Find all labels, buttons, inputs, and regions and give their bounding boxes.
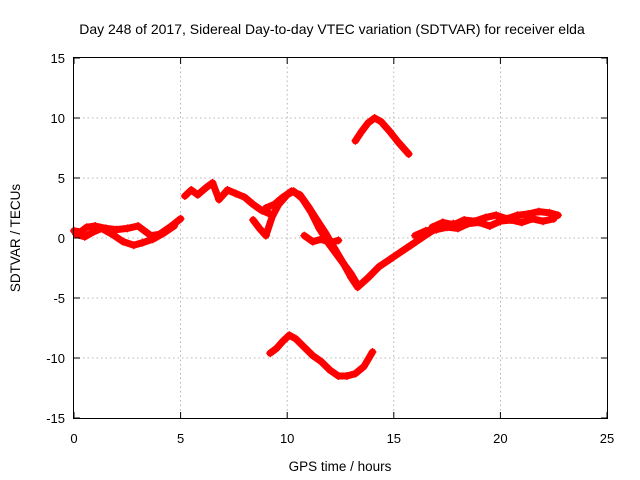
series-markers [411, 214, 558, 240]
series-line [181, 179, 274, 218]
x-tick-label: 20 [493, 431, 507, 446]
chart-title: Day 248 of 2017, Sidereal Day-to-day VTE… [79, 21, 585, 37]
y-tick-label: -5 [53, 291, 65, 306]
y-axis-label: SDTVAR / TECUs [8, 184, 23, 293]
x-tick-label: 25 [600, 431, 614, 446]
series-markers [351, 114, 413, 158]
series-markers [180, 178, 275, 218]
series-markers [266, 331, 377, 380]
y-tick-label: 15 [51, 51, 65, 66]
series-arc-f [300, 231, 343, 247]
data-series-group [70, 114, 562, 380]
series-line [351, 114, 413, 158]
series-markers [300, 231, 343, 247]
series-arc-b [72, 222, 179, 250]
series-arc-e [261, 187, 458, 292]
series-arc-h [411, 214, 558, 240]
y-tick-label: 5 [58, 171, 65, 186]
y-tick-label: 0 [58, 231, 65, 246]
series-markers [72, 222, 179, 250]
y-tick-label: 10 [51, 111, 65, 126]
plot-frame [73, 57, 608, 419]
axis-ticks: 0 5 10 15 20 25 -15 -10 -5 0 5 10 15 [46, 51, 614, 446]
series-line [262, 187, 457, 291]
series-arc-c [180, 178, 275, 218]
series-markers [261, 187, 458, 292]
y-tick-label: -15 [46, 411, 65, 426]
x-tick-label: 15 [387, 431, 401, 446]
x-tick-label: 10 [280, 431, 294, 446]
x-axis-label: GPS time / hours [289, 459, 392, 474]
x-tick-label: 5 [177, 431, 184, 446]
y-tick-label: -10 [46, 351, 65, 366]
x-tick-label: 0 [70, 431, 77, 446]
series-arc-i [351, 114, 413, 158]
series-arc-j [266, 331, 377, 380]
